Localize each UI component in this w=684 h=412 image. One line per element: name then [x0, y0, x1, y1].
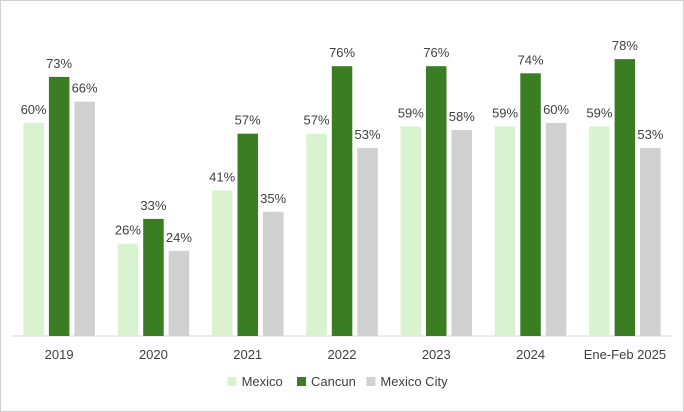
bar-cancun-2022: [331, 66, 353, 336]
bar-mexico-2019: [23, 123, 44, 336]
data-label: 76%: [329, 45, 355, 60]
x-tick-label: 2021: [233, 347, 262, 362]
bar-mexico-2021: [212, 190, 233, 336]
bar-mexico-2023: [400, 126, 421, 336]
legend-label: Mexico City: [380, 374, 448, 389]
bar-cancun-ene-feb-2025: [614, 59, 636, 336]
x-tick-label: Ene-Feb 2025: [584, 347, 666, 362]
data-label: 59%: [492, 106, 518, 121]
bar-mexico-city-ene-feb-2025: [640, 147, 661, 336]
x-tick-label: 2022: [328, 347, 357, 362]
bar-mexico-2024: [494, 126, 516, 336]
bar-mexico-city-2023: [451, 130, 472, 336]
data-labels-layer: 60% 73%66% 26% 33% 24% 41% 57% 35% 57% 76% 53% 59% 7…: [21, 38, 664, 245]
x-tick-labels: 2019 2020 2021 2022 2023 2024 Ene-Feb 2025: [45, 347, 666, 362]
data-label: 78%: [612, 38, 638, 53]
x-tick-label: 2019: [45, 347, 74, 362]
bar-mexico-city-2019: [74, 101, 95, 336]
bar-mexico-2022: [306, 133, 327, 336]
bar-mexico-city-2021: [263, 211, 284, 337]
legend-swatch: [366, 377, 376, 386]
bar-cancun-2023: [426, 66, 447, 336]
data-label: 60%: [543, 102, 569, 117]
data-label: 59%: [398, 106, 424, 121]
bar-cancun-2024: [520, 73, 541, 337]
data-label: 73%: [46, 56, 72, 71]
legend-item-cancun: Cancun: [297, 374, 356, 389]
legend-item-mexico: Mexico: [227, 374, 283, 389]
legend-label: Mexico: [242, 374, 283, 389]
data-label: 58%: [449, 109, 475, 124]
data-label: 76%: [423, 45, 449, 60]
data-label: 41%: [209, 170, 235, 185]
legend: Mexico Cancun Mexico City: [227, 374, 448, 389]
x-tick-label: 2024: [516, 347, 545, 362]
data-label: 66%: [72, 81, 98, 96]
bar-mexico-city-2020: [168, 250, 190, 336]
bars-layer: [23, 59, 661, 337]
data-label: 59%: [586, 106, 612, 121]
data-label: 57%: [235, 113, 261, 128]
bar-cancun-2019: [48, 76, 70, 337]
bar-mexico-city-2022: [357, 147, 378, 336]
x-tick-label: 2023: [422, 347, 451, 362]
data-label: 60%: [21, 102, 47, 117]
data-label: 53%: [637, 127, 663, 142]
legend-item-mexico-city: Mexico City: [366, 374, 448, 389]
data-label: 26%: [115, 223, 141, 238]
bar-cancun-2020: [143, 218, 164, 336]
bar-cancun-2021: [237, 133, 258, 336]
x-tick-label: 2020: [139, 347, 168, 362]
legend-swatch: [227, 377, 237, 386]
bar-mexico-2020: [117, 243, 139, 336]
data-label: 33%: [140, 198, 166, 213]
data-label: 24%: [166, 230, 192, 245]
bar-mexico-ene-feb-2025: [589, 126, 610, 336]
bar-mexico-city-2024: [545, 123, 567, 336]
data-label: 53%: [354, 127, 380, 142]
data-label: 57%: [303, 113, 329, 128]
data-label: 35%: [260, 191, 286, 206]
legend-swatch: [297, 377, 306, 386]
legend-label: Cancun: [311, 374, 356, 389]
data-label: 74%: [518, 52, 544, 67]
